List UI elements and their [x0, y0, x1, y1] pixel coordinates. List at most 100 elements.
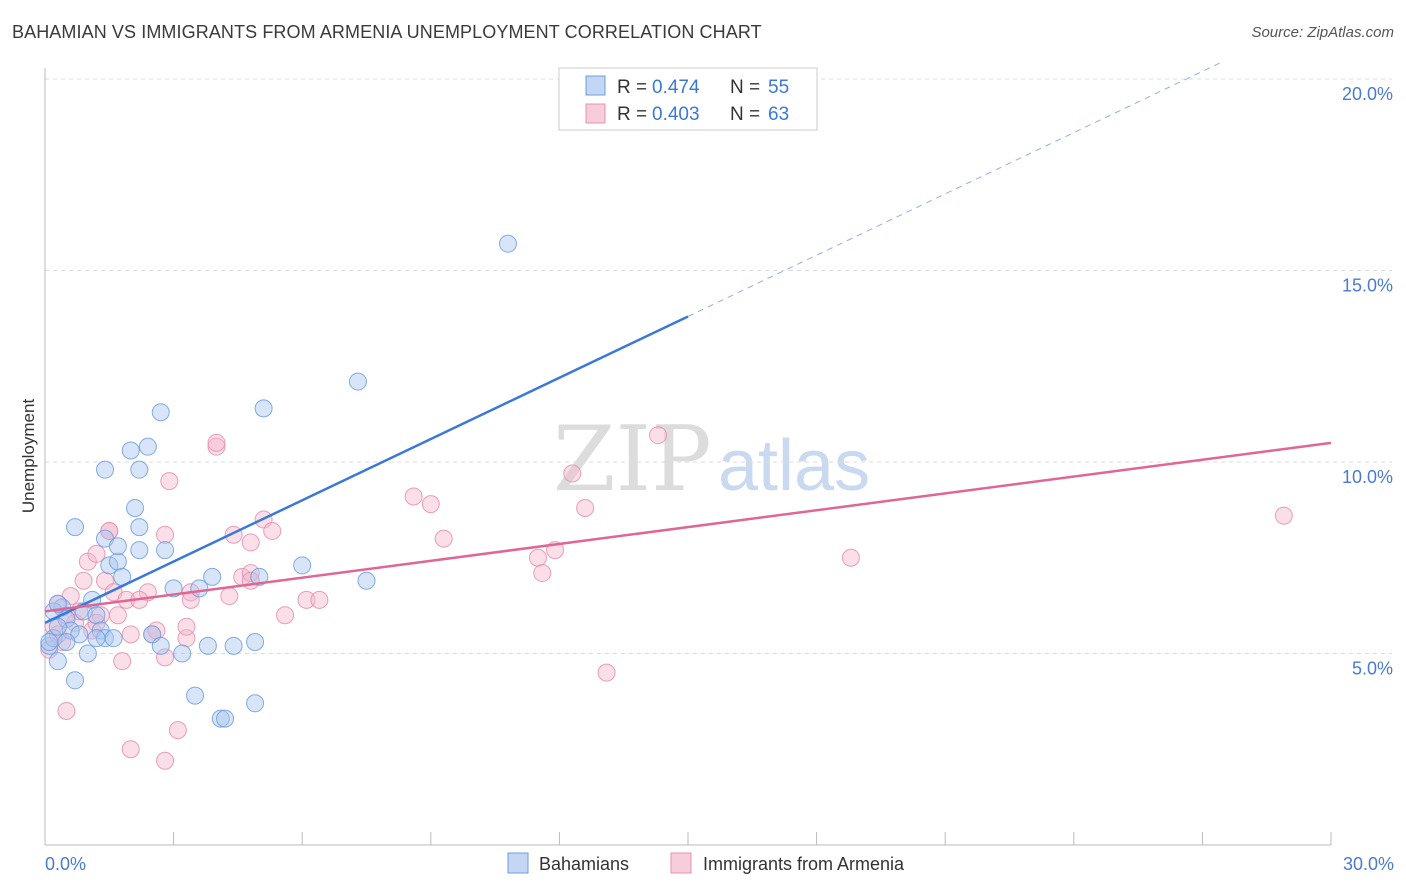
bahamians-point: [121, 441, 140, 460]
bahamians-point: [126, 498, 145, 517]
watermark-atlas: atlas: [718, 426, 870, 506]
armenia-point: [121, 625, 140, 644]
legend-r-label-blue: R =: [617, 77, 647, 98]
bahamians-point: [66, 518, 85, 537]
bahamians-point: [108, 552, 127, 571]
bottom-legend-label-armenia: Immigrants from Armenia: [703, 854, 905, 874]
y-tick-label: 5.0%: [1352, 659, 1393, 679]
chart-title: BAHAMIAN VS IMMIGRANTS FROM ARMENIA UNEM…: [12, 22, 762, 42]
armenia-point: [177, 617, 196, 636]
bahamians-point: [66, 671, 85, 690]
armenia-point: [563, 464, 582, 483]
bahamians-point: [156, 541, 175, 560]
bahamians-point: [96, 460, 115, 479]
legend-swatch-blue: [585, 75, 606, 96]
bahamians-point: [87, 606, 106, 625]
bahamians-point: [254, 399, 273, 418]
armenia-point: [156, 751, 175, 770]
bahamians-point: [357, 571, 376, 590]
legend-swatch-pink: [585, 103, 606, 124]
legend-r-value-pink: 0.403: [652, 104, 700, 125]
watermark: ZIP atlas: [553, 407, 870, 512]
armenia-point: [156, 525, 175, 544]
armenia-point: [297, 590, 316, 609]
armenia-point: [528, 548, 547, 567]
armenia-point: [404, 487, 423, 506]
armenia-point: [207, 433, 226, 452]
bottom-legend-swatch-armenia: [670, 852, 692, 874]
x-ticks: [44, 832, 1332, 845]
bahamians-point: [130, 541, 149, 560]
armenia-point: [241, 564, 260, 583]
grid-lines: [45, 78, 1392, 654]
source-label: Source: ZipAtlas.com: [1251, 24, 1394, 41]
bahamians-trend-line: [44, 315, 689, 624]
bahamians-point: [293, 556, 312, 575]
armenia-point: [108, 606, 127, 625]
armenia-point: [74, 571, 93, 590]
bahamians-point: [164, 579, 183, 598]
armenia-point: [156, 648, 175, 667]
armenia-trend-line: [44, 441, 1332, 613]
armenia-point: [87, 544, 106, 563]
bahamians-point: [108, 537, 127, 556]
bahamians-point: [87, 629, 106, 648]
legend-n-label-blue: N =: [730, 77, 760, 98]
bahamians-point: [224, 636, 243, 655]
bahamians-point: [100, 556, 119, 575]
bahamians-point: [130, 460, 149, 479]
bahamians-point: [250, 567, 269, 586]
legend-r-label-pink: R =: [617, 104, 647, 125]
armenia-point: [121, 740, 140, 759]
armenia-point: [168, 721, 187, 740]
bahamians-point: [130, 518, 149, 537]
legend-r-value-blue: 0.474: [652, 77, 700, 98]
bahamians-point: [246, 694, 265, 713]
bahamians-point: [198, 636, 217, 655]
bottom-legend-label-bahamians: Bahamians: [539, 854, 629, 874]
y-tick-labels: 5.0% 10.0% 15.0% 20.0%: [1342, 84, 1393, 679]
bahamians-point: [57, 633, 76, 652]
bahamians-point: [48, 652, 67, 671]
trend-lines: [44, 61, 1332, 624]
bahamians-point: [104, 629, 123, 648]
legend-n-value-blue: 55: [768, 77, 789, 98]
armenia-point: [648, 426, 667, 445]
armenia-point: [434, 529, 453, 548]
bahamians-point: [246, 633, 265, 652]
armenia-point: [597, 663, 616, 682]
armenia-point: [276, 606, 295, 625]
y-tick-label: 20.0%: [1342, 84, 1393, 104]
armenia-point: [533, 564, 552, 583]
legend-n-label-pink: N =: [730, 104, 760, 125]
armenia-point: [113, 652, 132, 671]
legend-n-value-pink: 63: [768, 104, 789, 125]
legend-box: R = 0.474 N = 55 R = 0.403 N = 63: [558, 67, 818, 131]
bahamians-point: [173, 644, 192, 663]
bahamians-point: [348, 372, 367, 391]
armenia-point: [263, 521, 282, 540]
y-tick-label: 10.0%: [1342, 467, 1393, 487]
armenia-point: [207, 437, 226, 456]
bahamians-point: [78, 644, 97, 663]
bahamians-point: [498, 234, 517, 253]
armenia-point: [310, 590, 329, 609]
series-bahamians-points: [40, 234, 517, 728]
bottom-legend: Bahamians Immigrants from Armenia: [507, 852, 905, 874]
x-tick-label-min: 0.0%: [45, 854, 86, 874]
x-tick-label-max: 30.0%: [1343, 854, 1394, 874]
armenia-point: [421, 495, 440, 514]
bahamians-point: [138, 437, 157, 456]
armenia-point: [576, 498, 595, 517]
armenia-point: [841, 548, 860, 567]
armenia-point: [1274, 506, 1293, 525]
armenia-point: [57, 701, 76, 720]
armenia-point: [160, 472, 179, 491]
bahamians-point: [151, 636, 170, 655]
bahamians-point: [40, 633, 59, 652]
bahamians-point: [203, 567, 222, 586]
bahamians-point: [151, 403, 170, 422]
y-axis-title: Unemployment: [19, 399, 38, 514]
bahamians-point: [216, 709, 235, 728]
